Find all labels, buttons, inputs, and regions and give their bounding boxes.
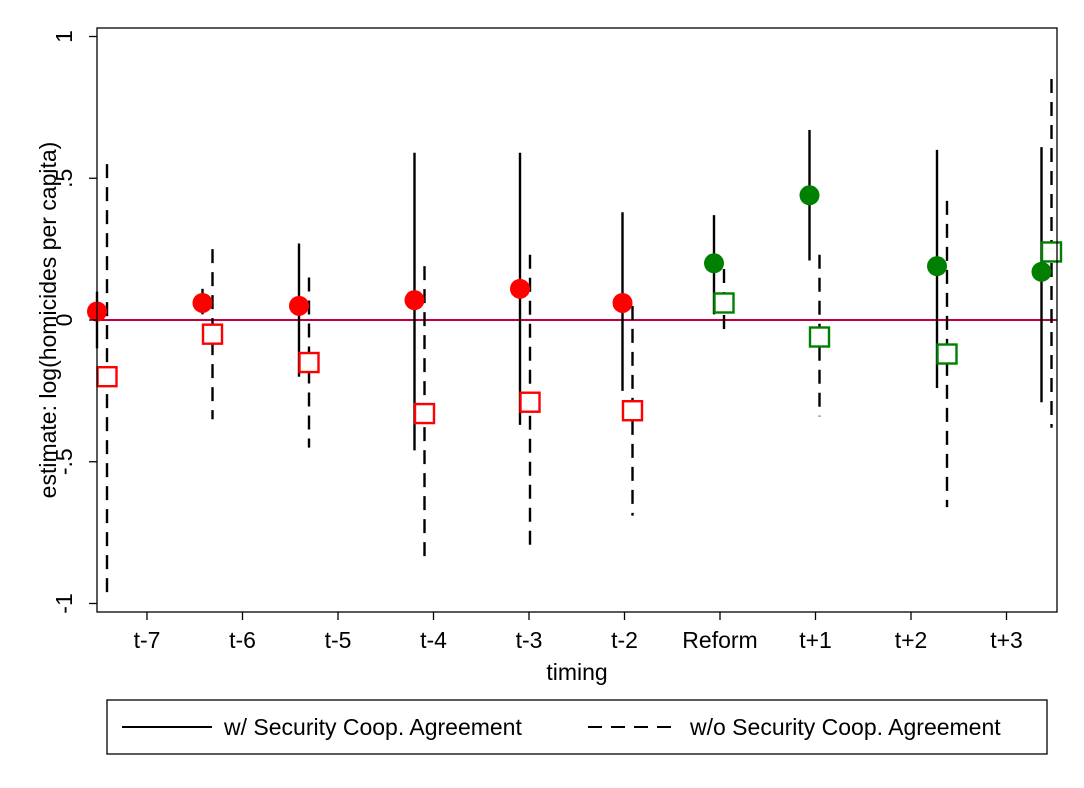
- estimate-without-t-2: [621, 400, 644, 422]
- y-tick-label: -1: [51, 593, 77, 613]
- x-tick-label: t-7: [134, 627, 161, 653]
- x-tick-label: t-3: [516, 627, 543, 653]
- estimate-without-t-5: [298, 351, 320, 374]
- estimate-with-t-3: [510, 278, 530, 299]
- x-tick-label: t-2: [611, 627, 638, 653]
- y-axis: 1 .5 0 -.5 -1: [51, 30, 97, 614]
- estimate-without-t-6: [201, 323, 224, 345]
- x-axis: t-7 t-6 t-5 t-4 t-3 t-2 Reform t+1 t+2 t+3: [134, 612, 1023, 653]
- estimate-with-t-5: [289, 295, 309, 316]
- legend-label-with-agreement: w/ Security Coop. Agreement: [223, 714, 522, 740]
- estimate-with-t+3: [1031, 261, 1052, 282]
- y-tick-label: 1: [51, 30, 77, 43]
- x-tick-label: t-5: [325, 627, 352, 653]
- estimate-without-t+1: [808, 326, 831, 348]
- y-tick-label: -.5: [51, 448, 77, 475]
- x-axis-title: timing: [546, 659, 607, 685]
- x-tick-label: Reform: [682, 627, 757, 653]
- estimate-with-t+2: [927, 256, 947, 277]
- x-tick-label: t-6: [229, 627, 256, 653]
- legend-label-without-agreement: w/o Security Coop. Agreement: [689, 714, 1001, 740]
- point-estimates: [87, 185, 1063, 425]
- y-tick-label: .5: [51, 169, 77, 188]
- estimate-without-t+3: [1040, 241, 1063, 263]
- estimate-without-t-3: [519, 391, 541, 413]
- legend: w/ Security Coop. Agreement w/o Security…: [106, 699, 1048, 755]
- x-tick-label: t+2: [895, 627, 928, 653]
- estimate-with-t-4: [404, 290, 425, 311]
- y-axis-title: estimate: log(homicides per capita): [35, 142, 61, 499]
- estimate-with-t-2: [612, 292, 633, 313]
- estimate-without-Reform: [713, 292, 735, 314]
- y-tick-label: 0: [51, 314, 77, 327]
- estimate-with-Reform: [704, 253, 724, 274]
- x-tick-label: t+3: [990, 627, 1023, 653]
- x-tick-label: t+1: [799, 627, 832, 653]
- x-tick-label: t-4: [420, 627, 447, 653]
- estimate-with-t+1: [799, 185, 820, 206]
- estimate-without-t-4: [413, 402, 436, 425]
- estimate-without-t-7: [96, 365, 118, 388]
- estimate-with-t-6: [192, 292, 213, 313]
- legend-box: [106, 699, 1048, 755]
- estimate-without-t+2: [936, 343, 958, 365]
